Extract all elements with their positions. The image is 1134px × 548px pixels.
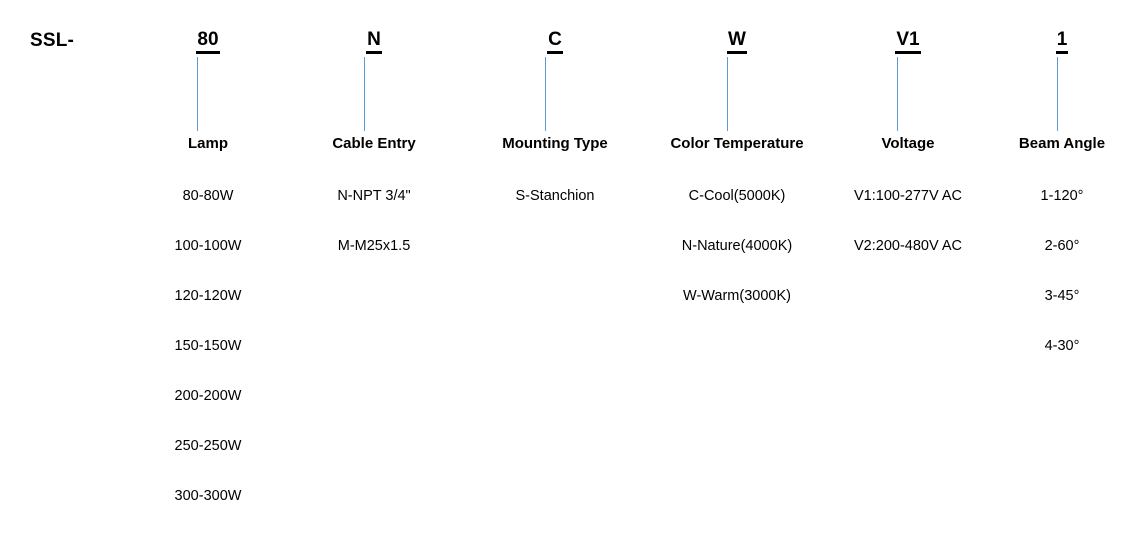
list-item: C-Cool(5000K) [688, 188, 786, 204]
list-item: 2-60° [1044, 238, 1080, 254]
code-token-beam-angle: 1 [962, 30, 1134, 54]
code-token-color-temperature-value: W [727, 30, 747, 54]
option-list-beam-angle: 1-120° 2-60° 3-45° 4-30° [962, 185, 1134, 385]
list-item: 250-250W [174, 438, 242, 454]
leader-line-beam-angle [1057, 57, 1058, 131]
code-token-mounting-type: C [455, 30, 655, 54]
column-header-lamp: Lamp [187, 135, 228, 152]
code-token-cable-entry-value: N [366, 30, 382, 54]
list-item: 1-120° [1040, 188, 1084, 204]
product-series-prefix: SSL- [30, 30, 75, 51]
code-token-lamp-value: 80 [196, 30, 220, 54]
leader-line-voltage [897, 57, 898, 131]
column-header-color-temperature: Color Temperature [670, 135, 804, 152]
list-item: V1:100-277V AC [853, 188, 963, 204]
option-list-lamp: 80-80W 100-100W 120-120W 150-150W 200-20… [108, 185, 308, 535]
code-token-voltage-value: V1 [895, 30, 921, 54]
column-header-beam-angle: Beam Angle [1018, 135, 1106, 152]
list-item: S-Stanchion [515, 188, 595, 204]
code-token-lamp: 80 [108, 30, 308, 54]
list-item: N-NPT 3/4" [337, 188, 411, 204]
code-token-beam-angle-value: 1 [1055, 30, 1069, 54]
list-item: W-Warm(3000K) [683, 288, 791, 304]
column-header-mounting-type: Mounting Type [502, 135, 608, 152]
leader-line-mounting-type [545, 57, 546, 131]
list-item: 200-200W [174, 388, 242, 404]
leader-line-cable-entry [364, 57, 365, 131]
option-list-color-temperature: C-Cool(5000K) N-Nature(4000K) W-Warm(300… [637, 185, 837, 335]
list-item: 300-300W [174, 488, 242, 504]
list-item: 4-30° [1044, 338, 1080, 354]
list-item: 80-80W [182, 188, 234, 204]
list-item: M-M25x1.5 [337, 238, 411, 254]
leader-line-color-temperature [727, 57, 728, 131]
list-item: N-Nature(4000K) [681, 238, 793, 254]
option-list-voltage: V1:100-277V AC V2:200-480V AC [808, 185, 1008, 285]
code-token-color-temperature: W [637, 30, 837, 54]
option-list-mounting-type: S-Stanchion [455, 185, 655, 235]
option-list-cable-entry: N-NPT 3/4" M-M25x1.5 [274, 185, 474, 285]
code-token-mounting-type-value: C [547, 30, 563, 54]
list-item: V2:200-480V AC [853, 238, 963, 254]
list-item: 3-45° [1044, 288, 1080, 304]
column-header-voltage: Voltage [881, 135, 935, 152]
code-token-voltage: V1 [808, 30, 1008, 54]
list-item: 120-120W [174, 288, 242, 304]
list-item: 100-100W [174, 238, 242, 254]
leader-line-lamp [197, 57, 198, 131]
code-token-cable-entry: N [274, 30, 474, 54]
list-item: 150-150W [174, 338, 242, 354]
column-header-cable-entry: Cable Entry [332, 135, 416, 152]
